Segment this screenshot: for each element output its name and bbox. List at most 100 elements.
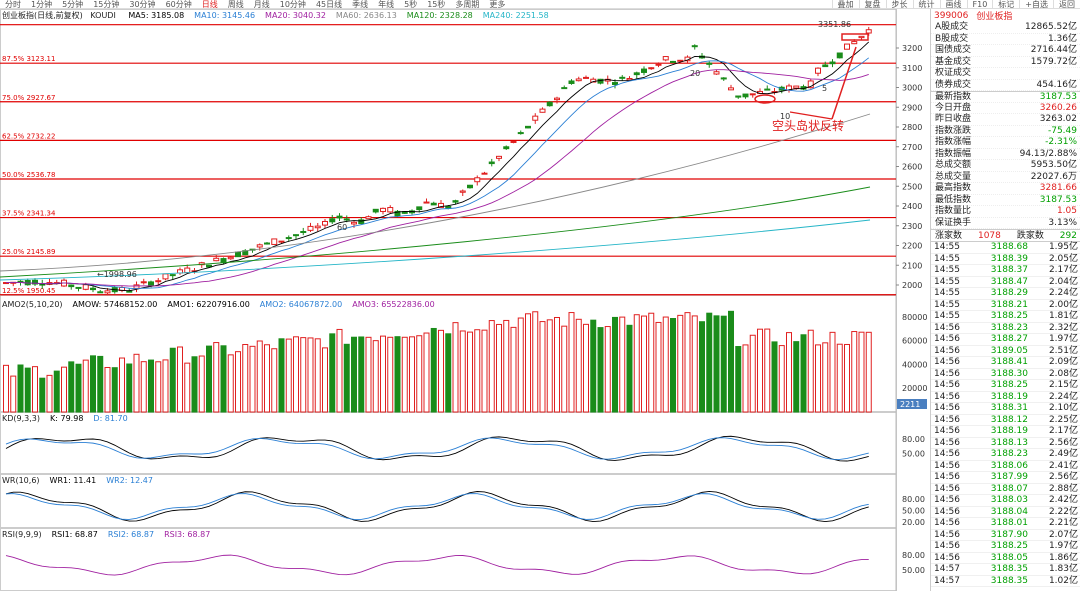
volume-bar (351, 336, 357, 413)
tool-button[interactable]: +自选 (1019, 0, 1053, 9)
tick-volume: 2.24亿 (1048, 288, 1078, 298)
quote-row: 最低指数 3187.53 (931, 195, 1080, 206)
volume-bar (372, 340, 379, 413)
volume-bar (300, 337, 307, 413)
period-tab[interactable]: 45日线 (315, 0, 343, 9)
legend-item: AMO3: 65522836.00 (352, 300, 435, 309)
tick-price: 3188.41 (990, 357, 1028, 367)
candle-body (90, 287, 96, 291)
volume-bar (771, 341, 778, 413)
candle-body (662, 56, 669, 61)
oscillator-axis-tick: 50.00 (902, 449, 925, 458)
tool-button[interactable]: 画线 (939, 0, 967, 9)
tool-button[interactable]: 复盘 (858, 0, 886, 9)
candle-body (169, 274, 176, 277)
candle-body (264, 242, 270, 245)
quote-value: 1.36亿 (1047, 33, 1077, 44)
volume-bar (590, 319, 597, 413)
volume-bar (532, 311, 539, 413)
volume-bar (539, 321, 546, 413)
volume-bar (459, 330, 466, 413)
period-tab[interactable]: 10分钟 (279, 0, 306, 9)
volume-bar (10, 375, 17, 413)
tick-volume: 2.15亿 (1048, 380, 1078, 390)
volume-bar (844, 343, 850, 413)
volume-bar (242, 344, 249, 413)
island-gap-ellipse (754, 94, 776, 104)
period-tab[interactable]: 1分钟 (31, 0, 53, 9)
volume-bar (271, 348, 278, 413)
quote-label: 权证成交 (935, 68, 972, 78)
quote-row: 最新指数 3187.53 (931, 91, 1080, 103)
ma-line (5, 57, 870, 290)
volume-bar (836, 343, 843, 413)
candle-body (496, 155, 502, 159)
tick-time: 14:57 (934, 564, 960, 574)
volume-legend: AMO2(5,10,20) AMOW: 57468152.00 AMO1: 6220… (2, 300, 445, 309)
period-tab[interactable]: 30分钟 (129, 0, 156, 9)
quote-row: B股成交 1.36亿 (931, 33, 1080, 45)
period-tab[interactable]: 15分钟 (93, 0, 120, 9)
period-tab[interactable]: 15秒 (427, 0, 446, 9)
tick-price: 3188.05 (990, 552, 1028, 563)
kline-chart-svg[interactable]: 3200 3100 3000 2900 2800 2700 2600 2500 2400 2300… (0, 9, 930, 591)
tool-button[interactable]: 返回 (1053, 0, 1080, 9)
price-tick: 2600 (902, 163, 922, 172)
tick-volume: 2.08亿 (1048, 368, 1078, 379)
period-tab[interactable]: 5秒 (404, 0, 418, 9)
period-tab[interactable]: 月线 (253, 0, 270, 9)
volume-bar (568, 312, 575, 413)
ma-line (5, 69, 869, 287)
tool-button[interactable]: 统计 (912, 0, 940, 9)
volume-bar (677, 314, 684, 413)
period-tab[interactable]: 季线 (352, 0, 369, 9)
period-tab[interactable]: 日线 (201, 0, 218, 9)
tick-time: 14:55 (934, 242, 960, 252)
volume-bar (757, 328, 763, 413)
tool-button[interactable]: 标记 (992, 0, 1019, 9)
oscillator-line (5, 493, 869, 520)
tick-price: 3189.05 (990, 345, 1028, 356)
period-tab[interactable]: 更多 (489, 0, 506, 9)
volume-bar (778, 345, 785, 413)
price-tick: 2200 (902, 242, 922, 251)
price-tick: 2900 (902, 103, 922, 112)
quote-label: 最新指数 (935, 92, 972, 102)
tool-button[interactable]: 步长 (885, 0, 913, 9)
quote-row: 保证换手 3.13% (931, 217, 1080, 229)
legend-item: D: 81.70 (93, 414, 128, 423)
tick-list[interactable]: 14:55 3188.68 1.95亿 14:55 3188.39 2.05亿 14:55 3… (931, 242, 1080, 587)
tick-time: 14:56 (934, 495, 960, 505)
period-tab[interactable]: 5分钟 (62, 0, 84, 9)
tick-price: 3188.01 (990, 518, 1028, 528)
candle-body (32, 279, 38, 285)
candle-body (612, 82, 618, 85)
tool-button[interactable]: 叠加 (831, 0, 859, 9)
tick-time: 14:56 (934, 426, 960, 436)
volume-bar (655, 321, 662, 413)
period-tab[interactable]: 分时 (5, 0, 21, 9)
tick-volume: 2.07亿 (1048, 529, 1078, 540)
chart-area[interactable]: 3200 3100 3000 2900 2800 2700 2600 2500 2400 2300… (0, 9, 930, 591)
tick-row: 14:56 3188.23 2.49亿 (931, 449, 1080, 461)
tick-volume: 2.56亿 (1048, 437, 1078, 448)
quote-label: 保证换手 (935, 217, 972, 228)
period-tab[interactable]: 多周期 (455, 0, 480, 9)
period-tab[interactable]: 周线 (227, 0, 244, 9)
period-tab[interactable]: 60分钟 (165, 0, 192, 9)
volume-bar (46, 374, 53, 413)
candle-body (351, 221, 357, 225)
tick-row: 14:55 3188.29 2.24亿 (931, 288, 1080, 300)
volume-bar (626, 324, 633, 413)
tool-button[interactable]: F10 (966, 0, 993, 9)
quote-value: -75.49 (1047, 125, 1077, 136)
tick-volume: 2.05亿 (1048, 253, 1078, 264)
down-count-label: 跌家数 (1016, 231, 1044, 241)
period-tab[interactable]: 年线 (378, 0, 395, 9)
tick-time: 14:56 (934, 414, 960, 425)
volume-bar (525, 313, 531, 413)
legend-item: MA5: 3185.08 (128, 11, 185, 20)
volume-bar (148, 359, 154, 413)
tick-price: 3188.23 (990, 449, 1028, 459)
volume-bar (322, 347, 328, 413)
